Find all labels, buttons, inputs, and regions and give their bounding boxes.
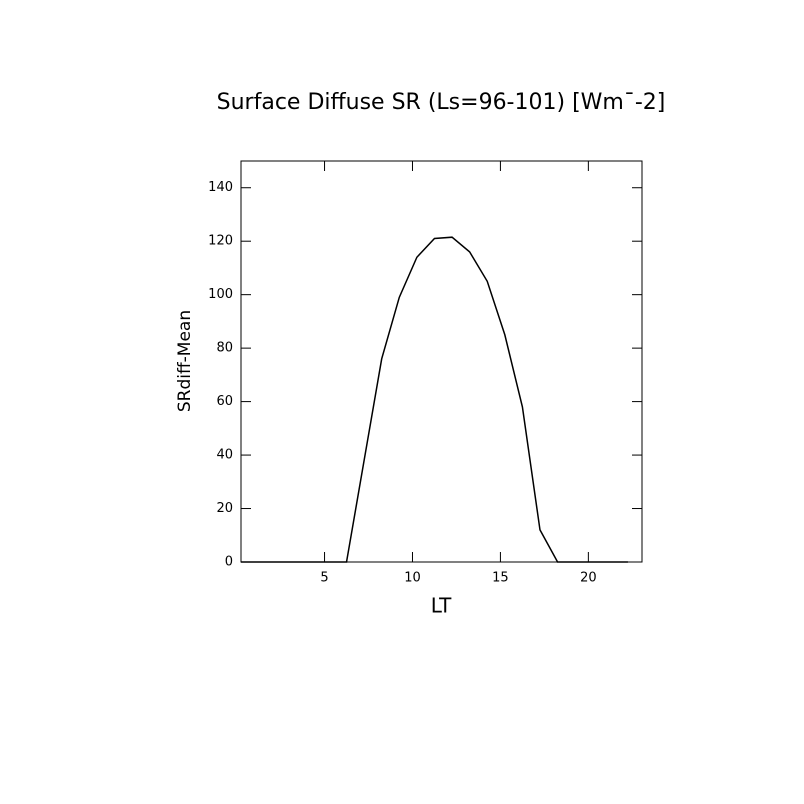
- data-line: [241, 236, 628, 563]
- y-tick-label: 60: [216, 394, 233, 409]
- x-tick-label: 15: [492, 571, 509, 586]
- x-tick-label: 10: [404, 571, 421, 586]
- y-tick-label: 0: [225, 555, 233, 570]
- y-tick-label: 100: [208, 287, 233, 302]
- y-tick-label: 140: [208, 180, 233, 195]
- y-tick-label: 40: [216, 448, 233, 463]
- x-axis-label: LT: [431, 594, 452, 618]
- plot-frame: [240, 160, 643, 563]
- chart-title: Surface Diffuse SR (Ls=96-101) [Wm¯-2]: [217, 90, 666, 115]
- y-axis-label: SRdiff-Mean: [175, 310, 195, 412]
- y-tick-label: 80: [216, 341, 233, 356]
- y-tick-label: 20: [216, 501, 233, 516]
- x-tick-label: 5: [320, 571, 328, 586]
- x-tick-label: 20: [580, 571, 597, 586]
- y-tick-label: 120: [208, 234, 233, 249]
